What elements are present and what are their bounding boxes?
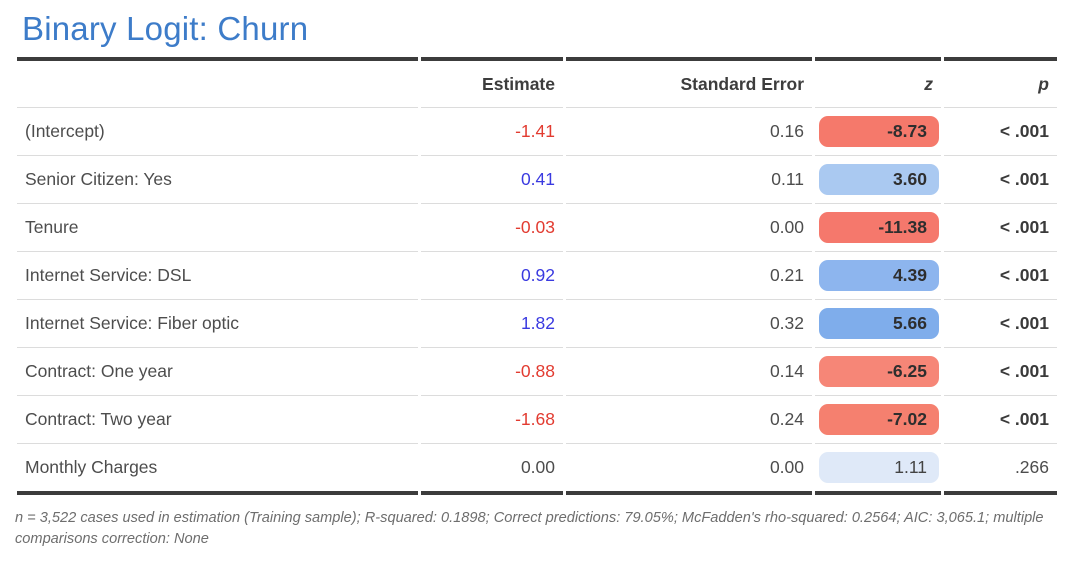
table-row: Contract: Two year -1.68 0.24 -7.02 < .0… (17, 395, 1057, 443)
table-row: Internet Service: Fiber optic 1.82 0.32 … (17, 299, 1057, 347)
estimate-value: -0.88 (421, 347, 563, 395)
column-header-standard-error: Standard Error (566, 57, 812, 107)
p-value: < .001 (944, 395, 1057, 443)
estimate-value: 0.00 (421, 443, 563, 495)
row-label: Internet Service: DSL (17, 251, 418, 299)
results-page: Binary Logit: Churn Estimate Standard Er… (14, 10, 1060, 548)
z-cell: -7.02 (815, 395, 941, 443)
column-header-blank (17, 57, 418, 107)
standard-error-value: 0.00 (566, 203, 812, 251)
estimate-value: 0.92 (421, 251, 563, 299)
row-label: (Intercept) (17, 107, 418, 155)
z-cell: 3.60 (815, 155, 941, 203)
column-header-estimate: Estimate (421, 57, 563, 107)
table-row: Internet Service: DSL 0.92 0.21 4.39 < .… (17, 251, 1057, 299)
row-label: Senior Citizen: Yes (17, 155, 418, 203)
column-header-z: z (815, 57, 941, 107)
regression-table: Estimate Standard Error z p (Intercept) … (14, 57, 1060, 495)
page-title: Binary Logit: Churn (22, 10, 309, 47)
table-row: Tenure -0.03 0.00 -11.38 < .001 (17, 203, 1057, 251)
z-value-pill: 3.60 (819, 164, 939, 195)
p-value: < .001 (944, 299, 1057, 347)
z-cell: 5.66 (815, 299, 941, 347)
z-value-pill: -6.25 (819, 356, 939, 387)
z-cell: 1.11 (815, 443, 941, 495)
row-label: Monthly Charges (17, 443, 418, 495)
table-row: Monthly Charges 0.00 0.00 1.11 .266 (17, 443, 1057, 495)
table-body: (Intercept) -1.41 0.16 -8.73 < .001 Seni… (17, 107, 1057, 495)
row-label: Internet Service: Fiber optic (17, 299, 418, 347)
standard-error-value: 0.32 (566, 299, 812, 347)
standard-error-value: 0.00 (566, 443, 812, 495)
z-value-pill: 1.11 (819, 452, 939, 483)
row-label: Contract: Two year (17, 395, 418, 443)
z-value-pill: -8.73 (819, 116, 939, 147)
estimate-value: -1.41 (421, 107, 563, 155)
model-footnote: n = 3,522 cases used in estimation (Trai… (15, 510, 1044, 548)
z-cell: -6.25 (815, 347, 941, 395)
p-value: < .001 (944, 107, 1057, 155)
z-value-pill: 5.66 (819, 308, 939, 339)
table-row: Senior Citizen: Yes 0.41 0.11 3.60 < .00… (17, 155, 1057, 203)
z-value-pill: -11.38 (819, 212, 939, 243)
column-header-p: p (944, 57, 1057, 107)
z-value-pill: 4.39 (819, 260, 939, 291)
standard-error-value: 0.14 (566, 347, 812, 395)
standard-error-value: 0.16 (566, 107, 812, 155)
z-cell: -11.38 (815, 203, 941, 251)
p-value: .266 (944, 443, 1057, 495)
p-value: < .001 (944, 155, 1057, 203)
standard-error-value: 0.21 (566, 251, 812, 299)
row-label: Contract: One year (17, 347, 418, 395)
table-row: Contract: One year -0.88 0.14 -6.25 < .0… (17, 347, 1057, 395)
table-row: (Intercept) -1.41 0.16 -8.73 < .001 (17, 107, 1057, 155)
table-header: Estimate Standard Error z p (17, 57, 1057, 107)
estimate-value: 1.82 (421, 299, 563, 347)
p-value: < .001 (944, 251, 1057, 299)
estimate-value: -0.03 (421, 203, 563, 251)
standard-error-value: 0.24 (566, 395, 812, 443)
estimate-value: 0.41 (421, 155, 563, 203)
p-value: < .001 (944, 203, 1057, 251)
z-cell: 4.39 (815, 251, 941, 299)
row-label: Tenure (17, 203, 418, 251)
standard-error-value: 0.11 (566, 155, 812, 203)
z-value-pill: -7.02 (819, 404, 939, 435)
p-value: < .001 (944, 347, 1057, 395)
estimate-value: -1.68 (421, 395, 563, 443)
z-cell: -8.73 (815, 107, 941, 155)
